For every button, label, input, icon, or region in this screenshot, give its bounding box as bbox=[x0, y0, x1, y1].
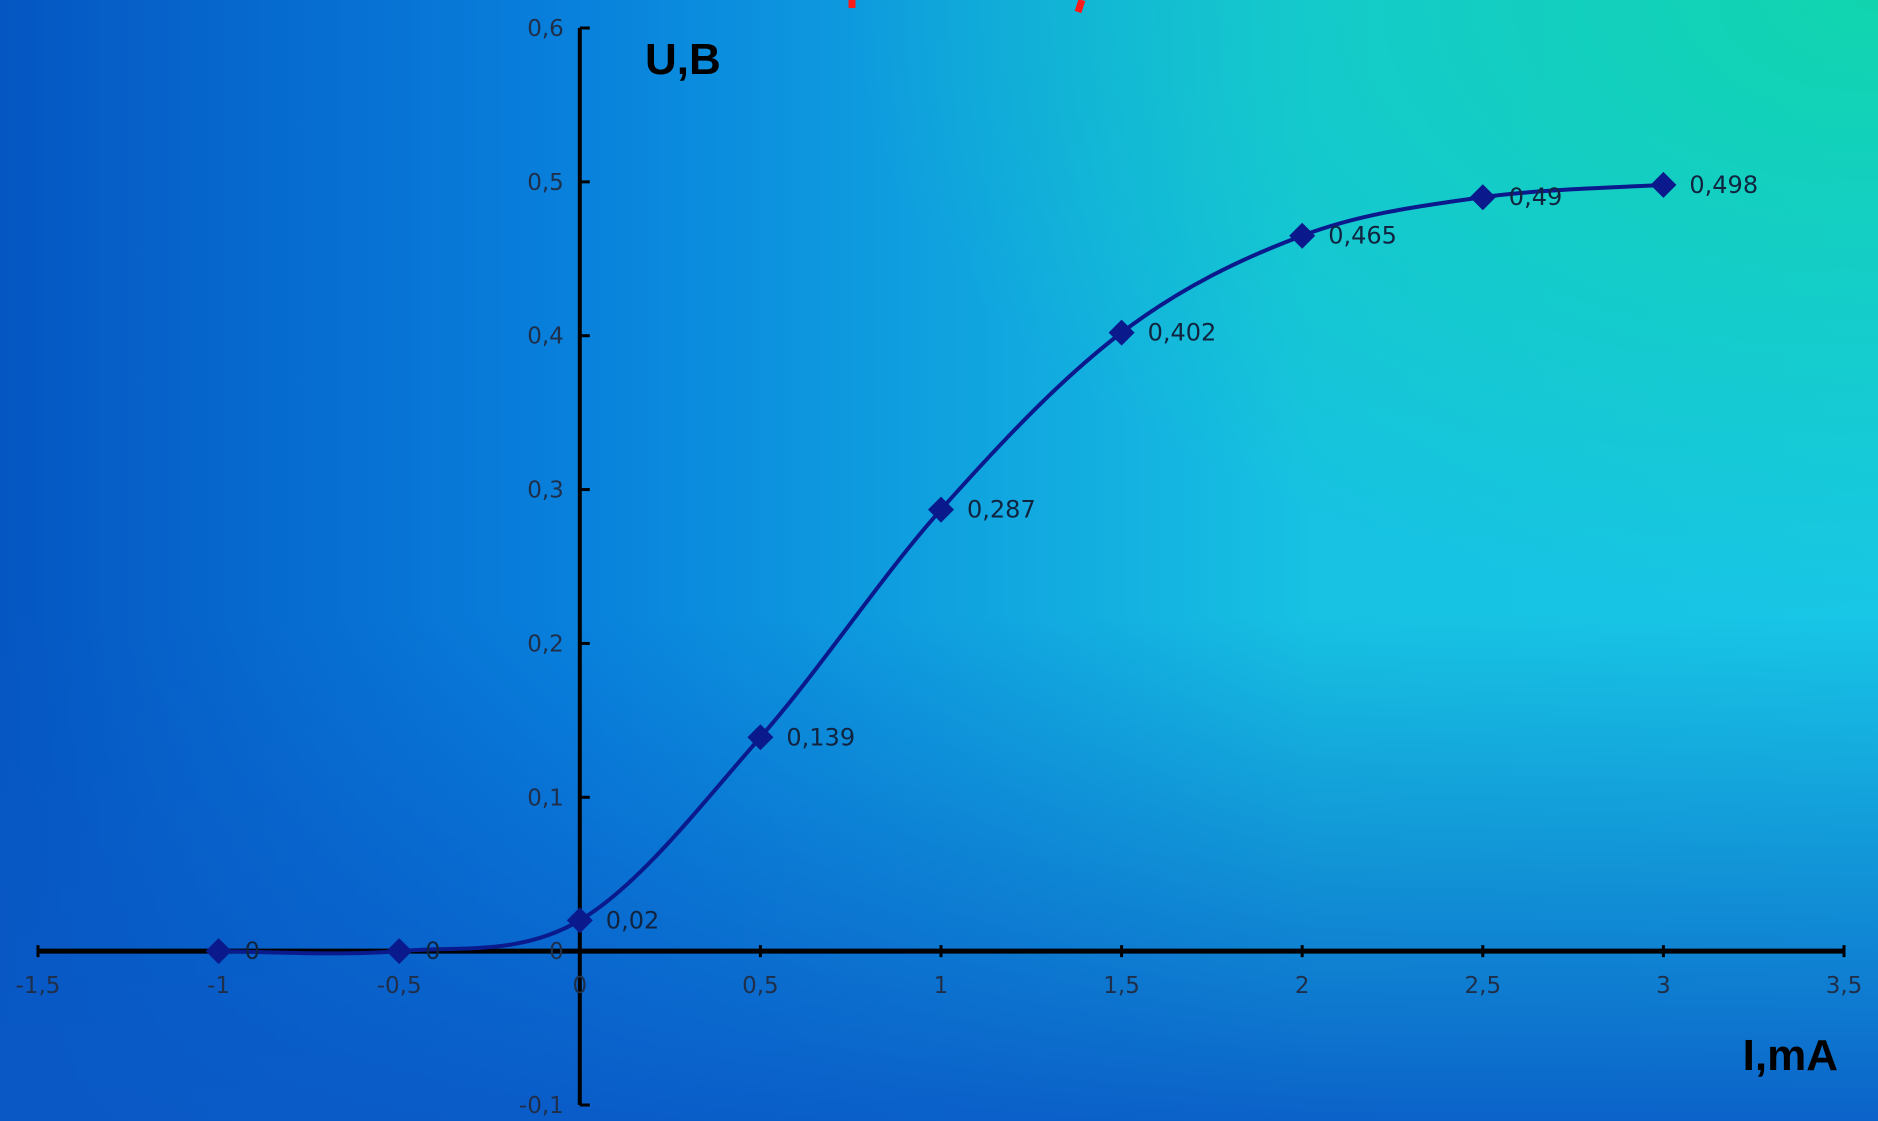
data-point-marker bbox=[747, 724, 774, 751]
y-tick-label: 0,4 bbox=[527, 324, 564, 350]
x-tick-label: -0,5 bbox=[377, 973, 422, 999]
data-point-label: 0 bbox=[245, 937, 260, 965]
data-labels: 0 0 0,02 0,139 0,287 0,402 0,465 0,49 0,498 bbox=[245, 171, 1759, 965]
x-tick-label: 2,5 bbox=[1465, 973, 1502, 999]
y-axis-title: U,B bbox=[645, 35, 721, 84]
x-axis-title: I,mA bbox=[1743, 1031, 1838, 1080]
y-tick-label: -0,1 bbox=[519, 1093, 564, 1119]
data-point-marker bbox=[566, 907, 593, 934]
x-tick-label: 3 bbox=[1656, 973, 1671, 999]
x-tick-label: 1,5 bbox=[1103, 973, 1140, 999]
data-point-label: 0,465 bbox=[1328, 222, 1397, 250]
data-point-marker bbox=[1108, 319, 1135, 346]
series-line bbox=[218, 182, 1664, 956]
data-point-label: 0 bbox=[425, 937, 440, 965]
data-point-marker bbox=[1289, 222, 1316, 249]
x-tick-label: 0 bbox=[572, 973, 587, 999]
y-tick-label: 0,2 bbox=[527, 631, 564, 657]
data-point-marker bbox=[1469, 184, 1496, 211]
data-point-label: 0,498 bbox=[1689, 171, 1758, 199]
tick-labels: -1,5 -1 -0,5 0 0,5 1 1,5 2 2,5 3 3,5-0,100,10,20,3… bbox=[16, 16, 1863, 1119]
x-tick-label: -1 bbox=[207, 973, 230, 999]
y-tick-label: 0,5 bbox=[527, 170, 564, 196]
y-tick-label: 0,1 bbox=[527, 785, 564, 811]
x-tick-label: 1 bbox=[934, 973, 949, 999]
data-point-marker bbox=[205, 938, 232, 965]
data-point-marker bbox=[1650, 171, 1677, 198]
data-point-label: 0,49 bbox=[1509, 183, 1562, 211]
y-tick-label: 0,3 bbox=[527, 478, 564, 504]
y-tick-label: 0,6 bbox=[527, 16, 564, 42]
data-point-label: 0,287 bbox=[967, 496, 1036, 524]
x-tick-label: -1,5 bbox=[16, 973, 61, 999]
title-fragment-mark bbox=[848, 0, 1086, 14]
data-point-label: 0,02 bbox=[606, 906, 659, 934]
y-tick-label: 0 bbox=[549, 939, 564, 965]
data-point-label: 0,402 bbox=[1148, 319, 1217, 347]
data-point-marker bbox=[386, 938, 413, 965]
data-point-label: 0,139 bbox=[786, 723, 855, 751]
x-tick-label: 0,5 bbox=[742, 973, 779, 999]
data-markers bbox=[205, 171, 1677, 965]
x-tick-label: 2 bbox=[1295, 973, 1310, 999]
data-point-marker bbox=[928, 496, 954, 523]
x-tick-label: 3,5 bbox=[1826, 973, 1863, 999]
